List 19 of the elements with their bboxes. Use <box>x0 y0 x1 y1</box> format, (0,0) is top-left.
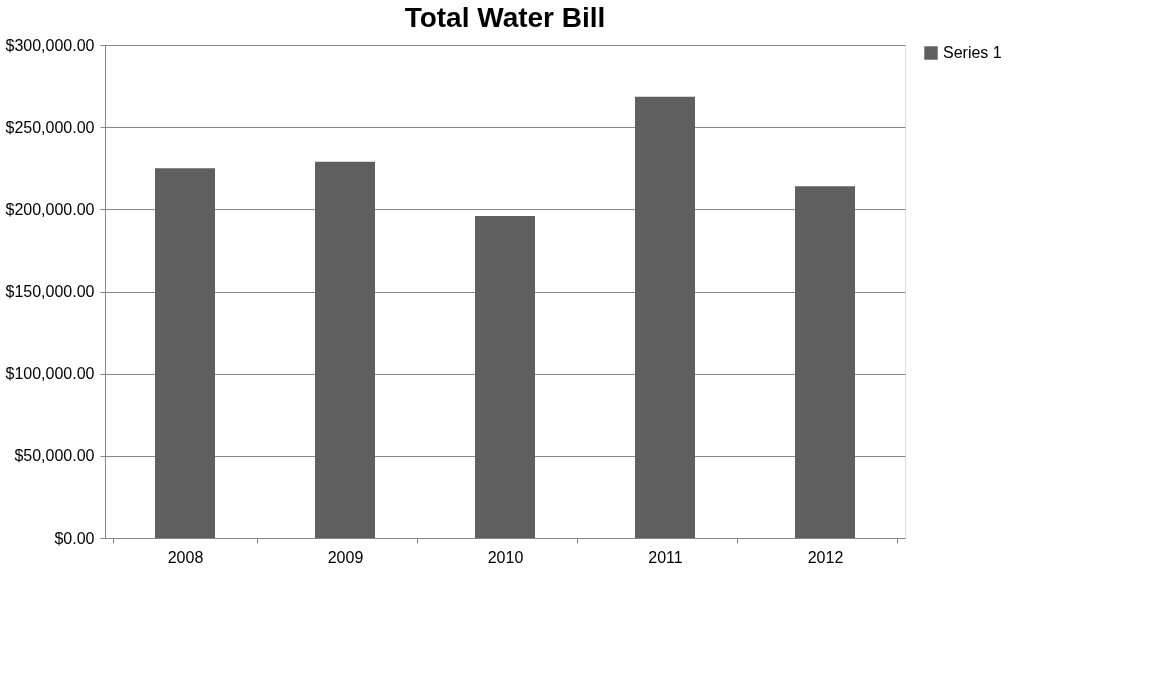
chart-title: Total Water Bill <box>404 2 606 33</box>
y-tick-label: $200,000.00 <box>5 200 95 218</box>
x-tick-label: 2011 <box>648 548 683 566</box>
x-tick-label: 2012 <box>807 548 844 566</box>
bar <box>315 161 375 538</box>
y-tick-label: $0.00 <box>54 529 95 547</box>
x-tick-label: 2010 <box>487 548 524 566</box>
y-tick-label: $100,000.00 <box>5 365 95 383</box>
x-tick-label: 2009 <box>327 548 364 566</box>
bar <box>635 96 695 538</box>
bar <box>475 215 535 538</box>
y-tick-label: $300,000.00 <box>5 36 95 54</box>
bar <box>795 186 855 538</box>
legend-label: Series 1 <box>943 44 1002 61</box>
y-tick-label: $150,000.00 <box>5 283 95 300</box>
y-tick-label: $50,000.00 <box>14 447 95 465</box>
x-tick-label: 2008 <box>167 548 204 566</box>
y-tick-label: $250,000.00 <box>5 118 95 136</box>
bar <box>155 168 215 538</box>
